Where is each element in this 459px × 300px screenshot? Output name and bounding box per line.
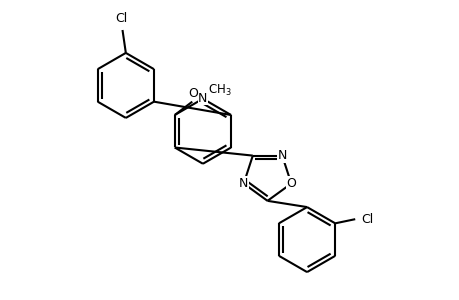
Text: N: N	[198, 92, 207, 105]
Text: N: N	[239, 177, 248, 190]
Text: Cl: Cl	[115, 12, 128, 25]
Text: N: N	[277, 149, 286, 162]
Text: O: O	[285, 177, 296, 190]
Text: Cl: Cl	[360, 213, 373, 226]
Text: O: O	[188, 87, 198, 100]
Text: CH$_3$: CH$_3$	[207, 82, 231, 98]
